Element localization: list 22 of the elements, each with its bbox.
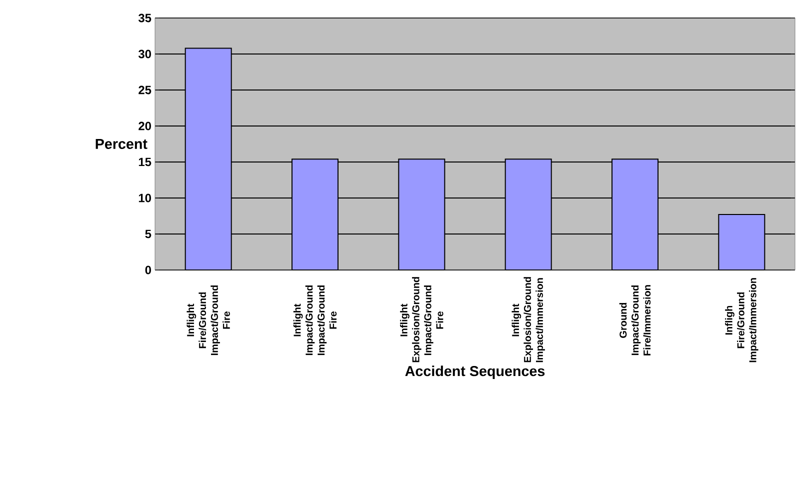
x-tick-label: Inflight Impact/Ground Impact/Ground Fire xyxy=(293,285,337,356)
bar xyxy=(504,158,552,270)
x-tick-label: Inflight Explosion/Ground Impact/Ground Fire xyxy=(400,277,444,362)
x-tick-label: Inflight Fire/Ground Impact/Ground Fire xyxy=(186,285,230,356)
y-tick-label: 15 xyxy=(138,158,152,166)
bar xyxy=(292,158,339,270)
x-axis-title: Accident Sequences xyxy=(405,366,545,380)
bar xyxy=(718,214,766,270)
y-tick-label: 10 xyxy=(138,194,151,202)
x-tick-label: Ground Impact/Ground Fire/Immersion xyxy=(619,285,651,356)
y-tick-label: 35 xyxy=(138,14,152,22)
y-tick-label: 0 xyxy=(145,266,151,274)
x-tick-label: Inflight Explosion/Ground Impact/Immersion xyxy=(512,277,545,362)
bar xyxy=(184,48,232,270)
y-tick-label: 30 xyxy=(138,50,151,58)
y-tick-label: 20 xyxy=(138,122,151,130)
y-axis-title: Percent xyxy=(96,138,148,149)
bar xyxy=(612,158,659,270)
x-tick-label: Infligh Fire/Ground Impact/Immersion xyxy=(725,278,758,362)
y-tick-label: 5 xyxy=(145,230,152,238)
bar xyxy=(398,158,446,270)
y-tick-label: 25 xyxy=(138,86,152,94)
